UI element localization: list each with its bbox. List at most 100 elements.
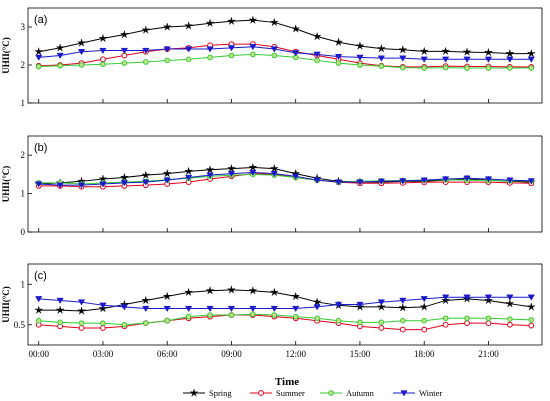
data-point-spring [269, 17, 279, 27]
data-point-winter [99, 181, 107, 188]
data-point-spring [248, 15, 258, 25]
y-tick-label: 1 [21, 189, 26, 199]
data-point-winter [163, 305, 171, 313]
data-point-spring [184, 21, 194, 30]
data-point-spring [162, 168, 172, 178]
series-winter [35, 44, 535, 63]
y-tick-label: 1 [21, 98, 26, 108]
data-point-spring [184, 166, 194, 176]
data-point-autumn [292, 313, 299, 320]
series-summer [35, 41, 535, 70]
legend-label: Spring [209, 388, 232, 398]
x-tick-label: 06:00 [157, 349, 178, 359]
data-point-autumn [207, 54, 213, 61]
data-point-winter [35, 54, 43, 61]
data-point-autumn [271, 312, 278, 318]
data-point-winter [56, 182, 64, 189]
legend-item-autumn: Autumn [320, 388, 375, 398]
data-point-spring [483, 47, 493, 57]
series-spring [34, 15, 536, 58]
data-point-winter [120, 47, 129, 55]
data-point-autumn [100, 61, 106, 68]
data-point-spring [398, 45, 408, 54]
legend-swatch-marker [328, 390, 334, 396]
data-point-spring [141, 170, 151, 180]
data-point-spring [119, 29, 129, 39]
data-point-autumn [164, 317, 171, 324]
series-line-summer [38, 43, 532, 68]
data-point-winter [56, 52, 64, 59]
series-line-spring [38, 19, 532, 55]
data-point-winter [99, 302, 107, 309]
data-point-winter [184, 174, 193, 181]
panel-label: (a) [34, 14, 47, 26]
x-tick-label: 00:00 [28, 349, 49, 359]
data-point-autumn [57, 62, 63, 69]
data-point-autumn [357, 319, 363, 326]
data-point-autumn [528, 317, 535, 323]
data-point-winter [484, 56, 493, 63]
x-tick-label: 15:00 [350, 349, 371, 359]
data-point-spring [505, 48, 515, 58]
data-point-winter [206, 305, 214, 313]
data-point-autumn [399, 317, 406, 324]
data-point-spring [34, 46, 44, 56]
data-point-spring [376, 302, 386, 311]
data-point-spring [334, 37, 344, 47]
data-point-winter [142, 179, 150, 186]
data-point-winter [377, 178, 386, 185]
data-point-winter [463, 56, 471, 63]
y-axis-label: UHII(°C) [1, 286, 11, 323]
legend-label: Summer [276, 388, 305, 398]
data-point-autumn [442, 64, 449, 71]
data-point-winter [99, 47, 107, 55]
data-point-spring [526, 302, 536, 311]
data-point-spring [141, 25, 151, 34]
y-tick-label: 0.5 [14, 320, 26, 330]
panel-3: 0.5 1 UHII(°C) (c) [1, 263, 543, 346]
data-point-autumn [78, 62, 85, 68]
data-point-summer [78, 325, 85, 331]
data-point-autumn [378, 63, 385, 69]
data-point-winter [184, 305, 193, 313]
data-point-winter [77, 182, 86, 189]
data-point-autumn [357, 62, 363, 68]
data-point-spring [398, 302, 408, 312]
series-line-autumn [38, 53, 532, 69]
series-line-winter [38, 46, 532, 60]
data-point-autumn [142, 59, 149, 65]
data-point-autumn [207, 312, 213, 318]
panel-2: 0 1 2 UHII(°C) (b) [1, 135, 543, 237]
data-point-summer [485, 320, 492, 327]
data-point-winter [506, 177, 514, 184]
x-tick-label: 12:00 [285, 349, 306, 359]
data-point-summer [528, 322, 535, 329]
data-point-spring [419, 302, 429, 311]
data-point-autumn [35, 63, 42, 70]
data-point-autumn [142, 320, 149, 326]
data-point-winter [227, 305, 236, 313]
data-point-winter [249, 169, 257, 176]
y-tick-label: 1 [21, 279, 26, 289]
data-point-winter [292, 173, 300, 180]
data-point-winter [527, 56, 535, 63]
series-autumn [35, 311, 535, 328]
data-point-spring [119, 172, 129, 182]
data-point-spring [526, 48, 536, 58]
data-point-autumn [271, 52, 278, 59]
panel-label: (b) [34, 142, 47, 154]
data-point-spring [355, 41, 365, 50]
data-point-spring [55, 43, 65, 52]
data-point-spring [55, 305, 65, 315]
data-point-winter [506, 294, 514, 301]
data-point-autumn [464, 315, 470, 322]
legend-item-winter: Winter [393, 388, 442, 398]
data-point-summer [399, 326, 406, 333]
data-point-autumn [185, 56, 192, 63]
data-point-spring [98, 33, 108, 43]
data-point-winter [356, 179, 364, 186]
data-point-winter [120, 304, 129, 311]
data-point-winter [441, 294, 450, 301]
data-point-winter [142, 47, 150, 55]
